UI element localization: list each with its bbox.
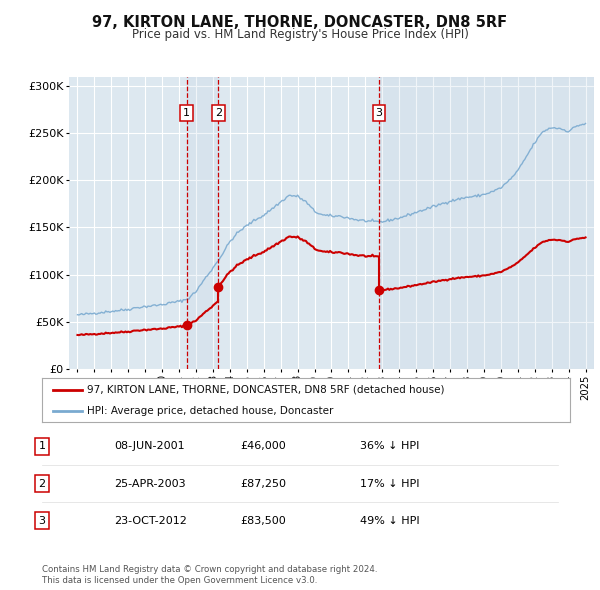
Text: HPI: Average price, detached house, Doncaster: HPI: Average price, detached house, Donc… [87,406,333,416]
Text: 17% ↓ HPI: 17% ↓ HPI [360,478,419,489]
Text: 25-APR-2003: 25-APR-2003 [114,478,185,489]
Text: 2: 2 [38,478,46,489]
Text: 36% ↓ HPI: 36% ↓ HPI [360,441,419,451]
Text: £46,000: £46,000 [240,441,286,451]
Bar [187,77,218,369]
Text: Price paid vs. HM Land Registry's House Price Index (HPI): Price paid vs. HM Land Registry's House … [131,28,469,41]
Text: 49% ↓ HPI: 49% ↓ HPI [360,516,419,526]
Text: 2: 2 [215,108,222,118]
Text: £87,250: £87,250 [240,478,286,489]
Text: 1: 1 [38,441,46,451]
Text: 08-JUN-2001: 08-JUN-2001 [114,441,185,451]
Bar [379,77,594,369]
Text: 3: 3 [376,108,383,118]
Text: Contains HM Land Registry data © Crown copyright and database right 2024.
This d: Contains HM Land Registry data © Crown c… [42,565,377,585]
Text: 97, KIRTON LANE, THORNE, DONCASTER, DN8 5RF (detached house): 97, KIRTON LANE, THORNE, DONCASTER, DN8 … [87,385,445,395]
Text: 23-OCT-2012: 23-OCT-2012 [114,516,187,526]
Text: 97, KIRTON LANE, THORNE, DONCASTER, DN8 5RF: 97, KIRTON LANE, THORNE, DONCASTER, DN8 … [92,15,508,30]
Text: £83,500: £83,500 [240,516,286,526]
Text: 3: 3 [38,516,46,526]
Text: 1: 1 [183,108,190,118]
